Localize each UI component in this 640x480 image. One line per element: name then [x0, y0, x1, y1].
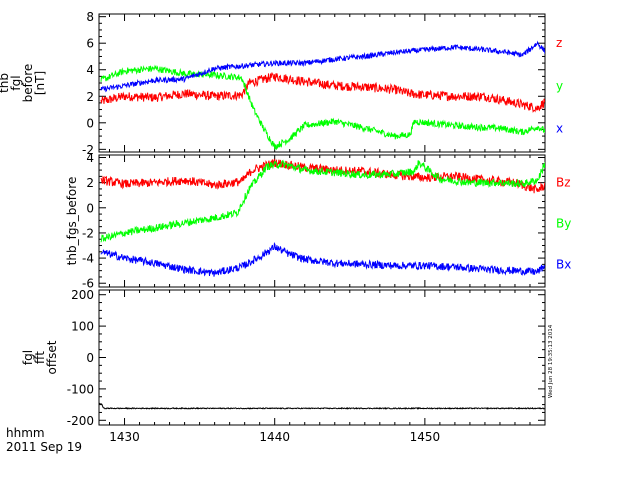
- y-tick-label: 0: [86, 116, 94, 130]
- y-tick-label: -200: [67, 414, 94, 428]
- y-tick-label: 100: [71, 320, 94, 334]
- legend-label-z: z: [556, 36, 562, 50]
- x-tick-label: 1430: [109, 430, 140, 444]
- series-line-offset: [99, 402, 545, 410]
- y-axis-label: thb_fgs_before: [65, 177, 79, 266]
- y-tick-label: -2: [82, 143, 94, 157]
- y-axis-label: [nT]: [33, 71, 47, 95]
- panel-frame: [98, 154, 546, 288]
- y-tick-label: -2: [82, 226, 94, 240]
- legend-label-Bz: Bz: [556, 176, 571, 190]
- x-tick-label: 1450: [410, 430, 441, 444]
- series-line-x: [100, 40, 545, 93]
- legend-label-y: y: [556, 79, 563, 93]
- time-axis-label: hhmm: [6, 426, 45, 440]
- y-tick-label: 2: [86, 176, 94, 190]
- timestamp-stamp: Wed Jun 28 19:35:13 2014: [548, 324, 554, 398]
- y-tick-label: -4: [82, 252, 94, 266]
- x-tick-label: 1440: [259, 430, 290, 444]
- y-tick-label: -6: [82, 277, 94, 291]
- y-tick-label: 6: [86, 37, 94, 51]
- y-tick-label: 4: [86, 63, 94, 77]
- date-label: 2011 Sep 19: [6, 440, 82, 454]
- y-axis-label: fgl: [9, 75, 23, 90]
- panel-frame: [98, 289, 546, 426]
- series-line-Bz: [100, 158, 545, 194]
- y-tick-label: 8: [86, 10, 94, 24]
- y-axis-label: thb: [0, 73, 11, 93]
- y-tick-label: 4: [86, 151, 94, 165]
- y-axis-label: offset: [45, 340, 59, 374]
- series-line-Bx: [100, 241, 545, 277]
- panel-2: -6 -4 -2 0 2 4 thb_fgs_before Bz By Bx: [65, 151, 571, 291]
- y-axis-label: fgl: [21, 350, 35, 365]
- y-axis-label: fft: [33, 351, 47, 364]
- y-tick-label: -100: [67, 382, 94, 396]
- series-line-y: [100, 64, 545, 151]
- y-axis-label: before: [21, 64, 35, 103]
- legend-label-x: x: [556, 122, 563, 136]
- legend-label-Bx: Bx: [556, 258, 571, 272]
- series-line-By: [100, 159, 545, 243]
- y-tick-label: 0: [86, 351, 94, 365]
- y-tick-label: 200: [71, 288, 94, 302]
- y-tick-label: 0: [86, 201, 94, 215]
- y-tick-label: 2: [86, 90, 94, 104]
- legend-label-By: By: [556, 217, 571, 231]
- series-line-z: [100, 72, 545, 113]
